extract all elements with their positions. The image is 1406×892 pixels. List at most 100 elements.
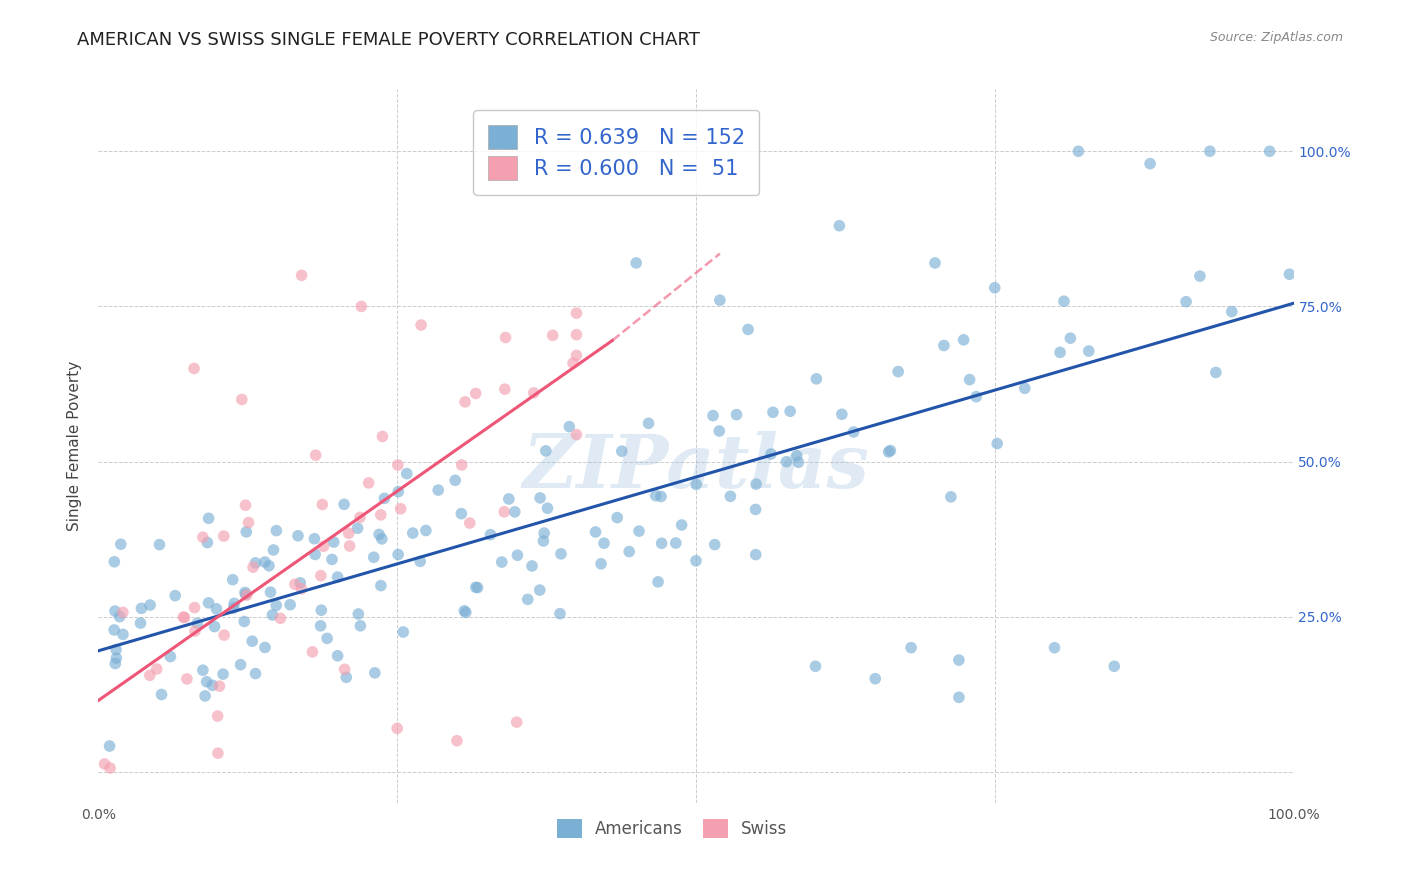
- Point: [191, 530, 214, 544]
- Point: [464, 580, 486, 594]
- Point: [373, 491, 395, 506]
- Point: [533, 533, 555, 548]
- Point: [291, 268, 314, 283]
- Point: [804, 659, 827, 673]
- Point: [194, 689, 217, 703]
- Point: [150, 688, 173, 702]
- Point: [253, 640, 276, 655]
- Point: [262, 607, 284, 622]
- Point: [887, 365, 910, 379]
- Point: [201, 678, 224, 692]
- Point: [536, 501, 558, 516]
- Point: [842, 425, 865, 439]
- Point: [387, 548, 409, 562]
- Point: [498, 491, 520, 506]
- Point: [1059, 331, 1081, 345]
- Point: [879, 443, 901, 458]
- Point: [644, 489, 666, 503]
- Point: [685, 477, 707, 491]
- Point: [939, 490, 962, 504]
- Point: [1077, 344, 1099, 359]
- Point: [1188, 269, 1211, 284]
- Point: [172, 610, 194, 624]
- Point: [235, 498, 257, 512]
- Point: [562, 356, 585, 370]
- Point: [1104, 659, 1126, 673]
- Point: [326, 570, 349, 584]
- Point: [965, 390, 987, 404]
- Legend: Americans, Swiss: Americans, Swiss: [550, 812, 794, 845]
- Point: [392, 625, 415, 640]
- Point: [651, 536, 673, 550]
- Point: [139, 598, 162, 612]
- Point: [948, 653, 970, 667]
- Point: [628, 524, 651, 538]
- Point: [257, 558, 280, 573]
- Point: [238, 516, 260, 530]
- Point: [197, 511, 219, 525]
- Point: [284, 577, 307, 591]
- Point: [370, 508, 392, 522]
- Point: [450, 507, 472, 521]
- Point: [357, 475, 380, 490]
- Point: [529, 583, 551, 598]
- Point: [1205, 366, 1227, 380]
- Point: [1043, 640, 1066, 655]
- Point: [242, 560, 264, 574]
- Point: [335, 670, 357, 684]
- Point: [229, 657, 252, 672]
- Point: [671, 518, 693, 533]
- Point: [775, 455, 797, 469]
- Point: [725, 408, 748, 422]
- Point: [745, 477, 768, 491]
- Point: [304, 532, 326, 546]
- Point: [411, 318, 433, 332]
- Point: [197, 596, 219, 610]
- Point: [222, 601, 245, 615]
- Point: [647, 574, 669, 589]
- Point: [610, 444, 633, 458]
- Point: [409, 554, 432, 568]
- Point: [786, 449, 808, 463]
- Point: [233, 615, 256, 629]
- Point: [453, 604, 475, 618]
- Point: [184, 624, 207, 638]
- Point: [346, 521, 368, 535]
- Point: [415, 524, 437, 538]
- Point: [585, 524, 607, 539]
- Point: [458, 516, 481, 530]
- Point: [1220, 304, 1243, 318]
- Point: [541, 328, 564, 343]
- Point: [368, 527, 391, 541]
- Point: [523, 385, 546, 400]
- Point: [312, 539, 335, 553]
- Point: [309, 568, 332, 582]
- Point: [349, 619, 371, 633]
- Point: [1175, 294, 1198, 309]
- Point: [900, 640, 922, 655]
- Point: [259, 585, 281, 599]
- Point: [565, 348, 588, 362]
- Point: [984, 281, 1007, 295]
- Point: [197, 535, 219, 549]
- Point: [333, 497, 356, 511]
- Point: [702, 409, 724, 423]
- Point: [224, 596, 246, 610]
- Point: [506, 548, 529, 562]
- Point: [948, 690, 970, 705]
- Point: [744, 502, 766, 516]
- Point: [350, 299, 373, 313]
- Point: [828, 219, 851, 233]
- Point: [245, 556, 267, 570]
- Point: [395, 467, 418, 481]
- Point: [159, 649, 181, 664]
- Point: [311, 498, 333, 512]
- Point: [402, 526, 425, 541]
- Point: [565, 427, 588, 442]
- Point: [959, 373, 981, 387]
- Point: [932, 338, 955, 352]
- Point: [110, 537, 132, 551]
- Point: [104, 604, 127, 618]
- Point: [266, 524, 288, 538]
- Point: [606, 510, 628, 524]
